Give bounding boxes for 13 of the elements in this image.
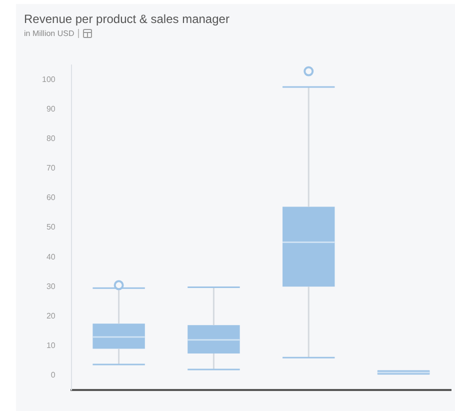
y-tick-label: 30 (46, 282, 56, 291)
y-tick-label: 40 (46, 252, 56, 262)
y-tick-label: 10 (46, 341, 56, 350)
y-tick-label: 50 (46, 222, 56, 232)
chart-title: Revenue per product & sales manager (24, 12, 230, 26)
y-tick-label: 90 (46, 104, 56, 114)
y-tick-label: 20 (46, 311, 56, 320)
chart-subtitle: in Million USD (24, 29, 80, 38)
y-tick-label: 80 (46, 134, 56, 143)
y-tick-label: 0 (50, 370, 56, 380)
y-tick-label: 70 (46, 164, 56, 173)
y-tick-label: 60 (46, 193, 56, 202)
y-tick-label: 100 (42, 74, 56, 84)
